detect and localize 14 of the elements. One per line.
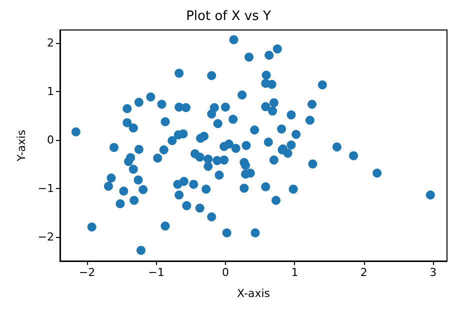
y-axis-title: Y-axis: [14, 130, 28, 162]
x-tick-label: 0: [222, 266, 229, 279]
x-tick-label: −2: [78, 266, 96, 279]
y-tick-label: 2: [47, 36, 54, 50]
x-tick-label: −1: [148, 266, 164, 279]
x-axis-title: X-axis: [237, 287, 270, 300]
x-tick-label: 2: [360, 266, 368, 279]
x-tick-label: 3: [430, 266, 437, 279]
y-tick-label: 0: [47, 134, 54, 147]
y-tick-label: −2: [38, 230, 54, 244]
x-tick-label: 1: [291, 266, 298, 279]
chart-title: Plot of X vs Y: [186, 9, 271, 24]
y-tick-label: −1: [38, 182, 54, 196]
y-tick-label: 1: [47, 85, 54, 98]
